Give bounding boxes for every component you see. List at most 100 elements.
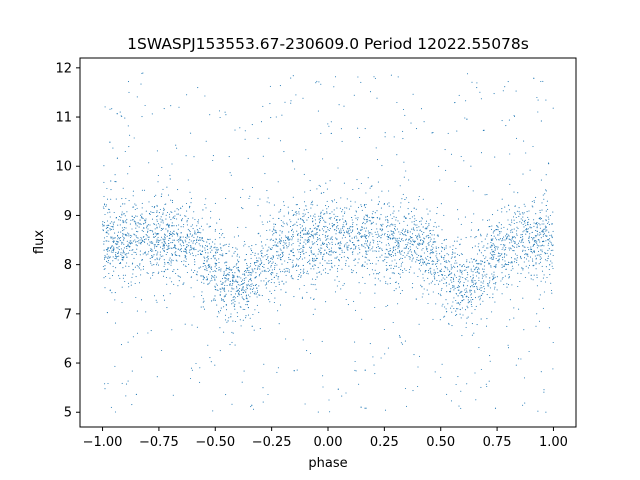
data-point [141,207,143,209]
data-point [197,236,199,238]
data-point [490,266,492,268]
data-point [313,258,315,260]
data-point [197,222,199,224]
data-point [313,253,315,255]
data-point [358,383,360,385]
data-point [276,264,278,266]
data-point [232,275,234,277]
data-point [126,218,128,220]
data-point [367,250,369,252]
data-point [267,197,269,199]
data-point [495,237,497,239]
data-point [322,233,324,236]
data-point [351,272,353,274]
data-point [512,240,515,242]
data-point [313,237,315,239]
data-point [143,189,146,191]
data-point [108,233,110,235]
data-point [215,259,218,261]
data-point [482,293,484,295]
data-point [308,239,310,241]
data-point [516,210,518,212]
data-point [483,290,485,293]
data-point [117,238,119,240]
data-point [126,247,128,249]
data-point [350,225,352,228]
data-point [395,254,397,256]
data-point [512,236,514,238]
data-point [510,239,512,241]
data-point [309,228,311,230]
data-point [479,250,481,252]
data-point [164,261,166,263]
data-point [231,277,234,279]
data-point [467,316,469,318]
data-point [513,222,515,225]
data-point [548,238,551,240]
data-point [501,248,503,251]
data-point [463,269,465,271]
data-point [224,281,226,283]
data-point [149,249,152,251]
data-point [381,165,383,167]
data-point [400,265,402,267]
data-point [192,242,194,244]
data-point [190,276,192,278]
data-point [246,288,248,290]
data-point [229,268,231,270]
data-point [364,128,366,130]
data-point [285,281,287,283]
data-point [477,263,479,265]
data-point [376,159,379,161]
data-point [466,290,468,292]
data-point [346,245,348,247]
data-point [516,259,518,261]
data-point [170,260,172,262]
data-point [233,236,235,238]
data-point [162,220,164,222]
data-point [209,225,212,228]
data-point [196,279,198,281]
data-point [527,228,529,230]
data-point [315,278,317,281]
data-point [191,252,193,254]
data-point [517,285,519,288]
data-point [390,253,393,255]
data-point [446,253,448,255]
data-point [167,268,169,270]
data-point [117,251,119,253]
data-point [343,226,345,228]
data-point [135,215,137,217]
data-point [316,233,318,235]
data-point [111,245,113,247]
data-point [224,262,226,264]
data-point [287,213,290,215]
data-point [102,265,104,268]
data-point [396,241,398,243]
data-point [312,243,314,245]
data-point [416,229,418,231]
data-point [302,264,304,267]
data-point [230,174,232,176]
data-point [281,251,283,253]
data-point [377,260,379,262]
data-point [265,287,267,289]
data-point [166,251,168,254]
data-point [477,246,479,248]
data-point [331,251,333,253]
data-point [103,249,105,251]
data-point [428,283,430,285]
data-point [386,261,388,264]
data-point [492,297,494,299]
data-point [107,248,109,250]
data-point [550,289,553,292]
data-point [314,264,316,266]
data-point [127,282,130,284]
data-point [304,191,306,193]
data-point [528,235,530,237]
data-point [248,285,250,287]
data-point [365,250,367,252]
data-point [306,231,308,234]
data-point [154,232,156,234]
data-point [254,268,256,270]
